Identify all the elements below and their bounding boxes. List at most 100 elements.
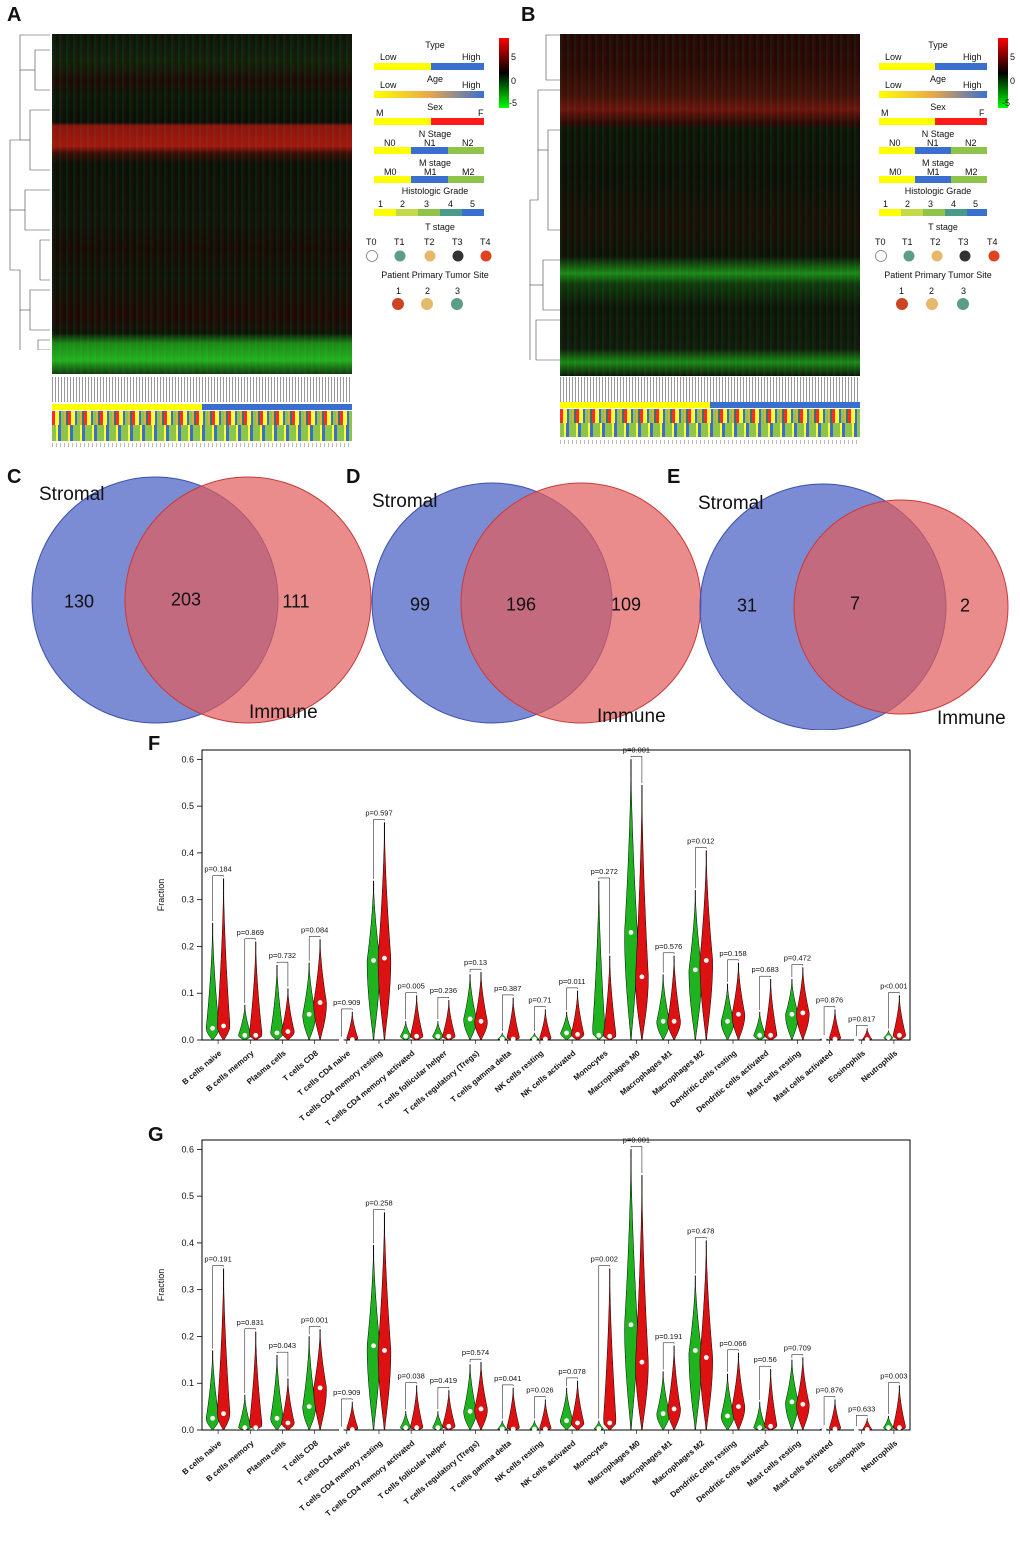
chart-f-xtick-label: NK cells activated — [519, 1049, 577, 1100]
chart-g-ytick-label: 0.2 — [181, 1331, 194, 1341]
chart-f-violin-red — [829, 1009, 842, 1041]
chart-f-median-green — [821, 1037, 827, 1042]
legend-b-tstage-2: T2 — [930, 237, 941, 247]
chart-f-pvalue: p=0.909 — [333, 998, 360, 1007]
legend-mstage-title: M stage — [418, 158, 451, 168]
chart-g-bracket — [856, 1415, 868, 1427]
chart-g-violin-green — [302, 1336, 316, 1431]
legend-b-mstage-title: M stage — [921, 158, 954, 168]
legend-age-high: High — [462, 80, 481, 90]
chart-f-median-red — [896, 1032, 902, 1038]
chart-g-pvalue: p=0.909 — [333, 1388, 360, 1397]
chart-f-median-red — [768, 1032, 774, 1038]
legend-age-low: Low — [380, 80, 397, 90]
chart-f-violin-red — [410, 995, 424, 1041]
chart-g-median-green — [853, 1427, 859, 1433]
legend-grade-3: 3 — [424, 199, 430, 209]
legend-age-bar — [374, 91, 484, 98]
legend-b-nstage-bar-0 — [879, 147, 915, 154]
chart-f-median-green — [210, 1025, 216, 1031]
chart-f-bracket — [469, 968, 482, 973]
legend-b-tstage-1: T1 — [902, 237, 913, 247]
chart-f-ylabel: Fraction — [156, 879, 166, 912]
chart-f-violin-red — [731, 962, 746, 1041]
legend-b-tstage-4: T4 — [987, 237, 998, 247]
chart-f-bracket — [791, 964, 804, 978]
chart-f-median-red — [253, 1032, 259, 1038]
legend-sex-bar-f — [431, 118, 484, 125]
b-tstage-dot-4 — [988, 250, 1000, 262]
chart-g-median-green — [242, 1425, 248, 1431]
legend-b-age-high: High — [963, 80, 982, 90]
chart-f-median-green — [596, 1032, 602, 1038]
chart-g-pvalue: p=0.041 — [494, 1374, 521, 1383]
chart-g-violin-green — [366, 1244, 381, 1431]
chart-f-violin-red — [862, 1028, 873, 1041]
chart-f-violin-green — [302, 962, 316, 1041]
legend-b-grade-bar-1 — [879, 209, 901, 216]
chart-f-pvalue: p=0.876 — [816, 996, 843, 1005]
chart-g-pvalue: p=0.876 — [816, 1386, 843, 1395]
chart-f-xtick-label: Mast cells resting — [745, 1049, 802, 1099]
chart-f-median-red — [864, 1037, 870, 1042]
chart-g-median-red — [446, 1423, 452, 1429]
chart-f-median-red — [832, 1036, 838, 1042]
chart-g-median-green — [306, 1404, 312, 1410]
chart-f-median-red — [736, 1011, 741, 1017]
chart-f-median-green — [692, 967, 698, 973]
chart-f-violin-green — [656, 974, 670, 1041]
chart-f-pvalue: p=0.158 — [719, 949, 746, 958]
legend-grade-bar-1 — [374, 209, 396, 216]
chart-g-median-green — [821, 1427, 827, 1432]
chart-g-median-red — [510, 1426, 516, 1432]
chart-g-median-red — [736, 1404, 741, 1410]
legend-nstage-2: N2 — [462, 138, 474, 148]
legend-site-3: 3 — [455, 286, 461, 296]
venn-row — [31, 476, 1009, 730]
chart-g-plot-frame — [201, 1139, 911, 1431]
chart-f-pvalue: p=0.012 — [687, 837, 714, 846]
chart-g-median-green — [660, 1411, 666, 1417]
chart-g-violin-red — [667, 1345, 681, 1431]
chart-f-violin-red — [763, 978, 778, 1041]
scale-b-neg5: -5 — [1002, 98, 1011, 108]
chart-g-bracket — [662, 1342, 675, 1370]
venn-c-left-only: 130 — [63, 591, 95, 612]
chart-f-bracket — [759, 975, 771, 1010]
venn-e-left-label: Stromal — [698, 493, 764, 514]
legend-b-nstage-2: N2 — [965, 138, 977, 148]
chart-f-violin-green — [560, 1011, 573, 1041]
chart-g-bracket — [276, 1351, 289, 1377]
venn-e-left-only: 31 — [736, 595, 758, 616]
chart-f-median-green — [532, 1036, 537, 1042]
legend-tstage-3: T3 — [452, 237, 463, 247]
chart-g-violin-red — [216, 1268, 231, 1431]
chart-f-median-red — [703, 958, 709, 963]
legend-tstage-2: T2 — [424, 237, 435, 247]
chart-f-median-green — [338, 1037, 344, 1043]
chart-g-median-red — [542, 1426, 548, 1432]
tstage-dot-1 — [394, 250, 406, 262]
chart-f-median-red — [382, 955, 387, 961]
legend-b-site-1: 1 — [899, 286, 905, 296]
chart-g-violin-green — [559, 1387, 574, 1431]
chart-g-pvalue: p=0.002 — [591, 1255, 618, 1264]
chart-f-pvalue: p=0.817 — [848, 1014, 875, 1023]
chart-f-bracket — [373, 819, 385, 879]
chart-f-pvalue: p=0.387 — [494, 984, 521, 993]
chart-f-bracket — [212, 875, 224, 922]
chart-f-median-green — [499, 1036, 505, 1042]
legend-mstage-2: M2 — [462, 167, 475, 177]
chart-g-violin-red — [699, 1240, 713, 1431]
chart-g-median-red — [671, 1406, 677, 1412]
legend-grade-bar-2 — [396, 209, 418, 216]
scale-b-0: 0 — [1010, 76, 1016, 86]
chart-g-violin-green — [753, 1401, 766, 1431]
chart-f-median-red — [478, 1018, 484, 1024]
chart-f-pvalue: p<0.001 — [880, 982, 907, 991]
legend-b-grade-1: 1 — [883, 199, 889, 209]
legend-b-age-bar — [879, 91, 987, 98]
b-tstage-dot-0 — [875, 250, 887, 262]
chart-g-median-red — [382, 1348, 387, 1353]
chart-g-median-green — [725, 1413, 730, 1419]
